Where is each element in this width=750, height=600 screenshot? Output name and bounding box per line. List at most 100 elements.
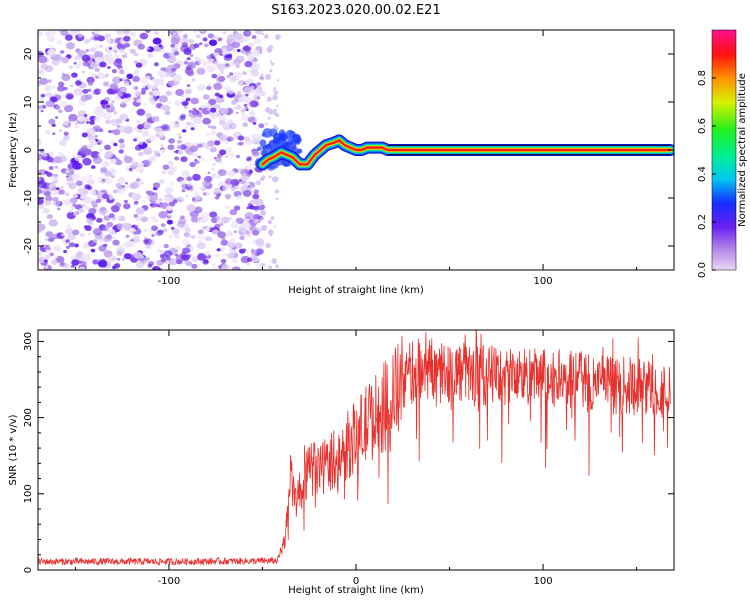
noise-speck (111, 69, 117, 74)
noise-speck (242, 248, 247, 252)
noise-speck (118, 48, 125, 54)
noise-speck (193, 116, 202, 124)
noise-speck (98, 207, 108, 215)
noise-speck (216, 76, 225, 83)
noise-speck (133, 251, 143, 259)
noise-speck (91, 165, 96, 169)
noise-speck (181, 129, 187, 133)
spectrogram-ylabel: Frequency (Hz) (8, 112, 19, 188)
noise-speck (143, 249, 147, 253)
noise-speck (206, 55, 212, 60)
noise-speck (44, 85, 52, 92)
noise-speck (242, 71, 247, 76)
noise-speck (144, 239, 150, 244)
noise-speck (254, 198, 264, 206)
noise-speck (177, 149, 184, 155)
noise-speck (206, 236, 213, 241)
noise-speck (93, 228, 103, 236)
snr-xtick-label: -100 (158, 576, 181, 587)
noise-speck (96, 217, 103, 223)
noise-speck (206, 108, 211, 111)
noise-speck (261, 225, 267, 231)
noise-speck (253, 218, 260, 224)
noise-speck (181, 170, 191, 178)
noise-speck (252, 227, 258, 232)
noise-speck (130, 181, 140, 189)
noise-speck (185, 228, 192, 233)
noise-speck (244, 212, 254, 220)
noise-speck (190, 97, 199, 105)
noise-speck (158, 44, 163, 48)
noise-speck (86, 77, 94, 83)
noise-speck (120, 87, 127, 93)
noise-speck (249, 111, 255, 116)
noise-speck (251, 88, 260, 96)
noise-speck (89, 218, 94, 222)
noise-speck (66, 93, 74, 100)
noise-speck (145, 196, 149, 200)
ridge-halo (278, 134, 284, 140)
noise-speck (235, 242, 243, 248)
noise-speck (174, 156, 180, 161)
noise-speck (125, 184, 132, 189)
noise-speck (185, 97, 191, 102)
noise-speck (186, 176, 193, 182)
noise-speck (39, 77, 49, 85)
noise-speck (61, 233, 65, 237)
noise-speck (182, 34, 188, 39)
noise-speck (74, 243, 79, 248)
noise-speck (211, 172, 218, 178)
noise-speck (85, 117, 90, 122)
noise-speck (84, 184, 91, 190)
noise-speck (52, 132, 56, 135)
noise-speck (211, 96, 216, 100)
noise-speck (158, 179, 165, 184)
noise-speck (63, 263, 71, 269)
noise-speck (38, 228, 43, 233)
noise-speck (147, 135, 156, 142)
noise-speck (118, 138, 125, 144)
spectrogram-xtick-label: 100 (534, 276, 553, 287)
noise-speck (229, 209, 237, 216)
noise-speck (104, 177, 113, 185)
noise-speck (220, 239, 229, 246)
noise-speck (197, 240, 203, 245)
noise-speck (88, 174, 93, 178)
noise-speck (119, 144, 126, 149)
noise-speck (214, 140, 221, 146)
noise-speck (135, 165, 145, 173)
noise-speck (192, 173, 201, 181)
noise-speck (77, 115, 85, 122)
spectrogram-ytick-label: -20 (23, 238, 34, 254)
noise-speck (169, 166, 177, 173)
noise-speck (208, 39, 218, 46)
noise-speck (102, 81, 110, 87)
noise-speck (153, 82, 159, 87)
noise-speck (49, 252, 55, 257)
noise-speck (268, 229, 274, 235)
noise-speck (221, 237, 226, 241)
noise-speck (147, 263, 153, 268)
noise-speck (82, 203, 86, 207)
noise-speck (83, 39, 90, 44)
noise-speck (182, 247, 191, 254)
noise-speck (226, 241, 236, 249)
noise-speck (244, 60, 253, 68)
noise-speck (110, 119, 119, 126)
noise-speck (232, 48, 237, 53)
noise-speck (233, 205, 241, 211)
noise-speck (50, 189, 58, 196)
noise-speck (137, 124, 144, 130)
noise-speck (114, 95, 121, 102)
noise-speck (158, 267, 162, 270)
noise-speck (135, 62, 143, 68)
ridge-halo (259, 139, 267, 147)
noise-speck (197, 143, 203, 148)
snr-axes: -100 0 100 0 100 200 300 (23, 330, 674, 587)
noise-speck (237, 91, 242, 95)
noise-speck (163, 196, 171, 202)
noise-speck (45, 100, 55, 108)
noise-speck (168, 80, 175, 86)
noise-speck (230, 221, 239, 228)
noise-speck (107, 257, 114, 263)
